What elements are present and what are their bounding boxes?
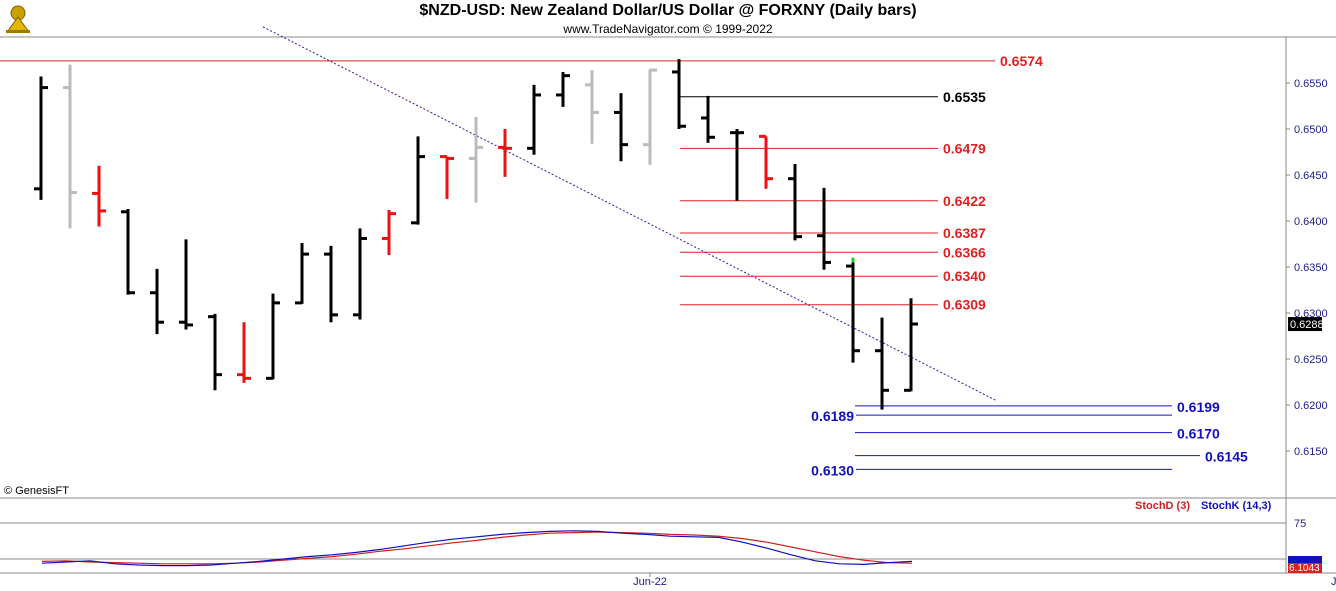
stochd-line <box>41 531 913 565</box>
genesis-logo-icon <box>6 5 30 33</box>
chart-subtitle: www.TradeNavigator.com © 1999-2022 <box>563 22 773 36</box>
chart-title: $NZD-USD: New Zealand Dollar/US Dollar @… <box>419 2 917 19</box>
ohlc-bar <box>643 68 657 165</box>
y-tick-label: 0.6300 <box>1294 308 1328 320</box>
ohlc-bar <box>730 129 744 201</box>
ohlc-bar <box>904 298 918 392</box>
ohlc-bar <box>469 117 483 203</box>
last-price-box <box>1288 317 1322 332</box>
ohlc-bar <box>324 245 338 323</box>
support-label: 0.6170 <box>1177 426 1220 442</box>
ohlc-bar <box>92 165 106 227</box>
ohlc-bar <box>585 70 599 144</box>
ohlc-bar <box>614 93 628 162</box>
ohlc-bar <box>440 155 454 199</box>
y-tick-label: 0.6350 <box>1294 262 1328 274</box>
ohlc-bar <box>875 317 889 410</box>
ohlc-bar <box>411 136 425 225</box>
ohlc-bar <box>121 209 135 295</box>
y-tick-label: 0.6500 <box>1294 124 1328 136</box>
stoch-last-value: 6.1043 <box>1289 563 1320 574</box>
resistance-label: 0.6535 <box>943 89 986 105</box>
resistance-label: 0.6479 <box>943 140 986 156</box>
support-label: 0.6130 <box>811 462 854 478</box>
source-credit: © GenesisFT <box>4 485 69 497</box>
ohlc-bar <box>295 243 309 305</box>
y-tick-label: 0.6200 <box>1294 400 1328 412</box>
support-label: 0.6189 <box>811 408 854 424</box>
last-price-label: 0.6288 <box>1290 319 1324 331</box>
ohlc-bar <box>846 259 860 363</box>
stochk-legend: StochK (14,3) <box>1201 500 1272 512</box>
trend-line <box>262 26 997 401</box>
ohlc-bar <box>759 134 773 189</box>
ohlc-bar <box>237 322 251 383</box>
ohlc-bar <box>266 293 280 380</box>
x-tick-label: Jul-22 <box>1331 576 1336 588</box>
ohlc-bar <box>788 163 802 241</box>
y-tick-label: 0.6450 <box>1294 170 1328 182</box>
ohlc-bar <box>63 64 77 229</box>
ohlc-bar <box>672 59 686 129</box>
ohlc-bar <box>701 95 715 143</box>
resistance-label: 0.6340 <box>943 268 986 284</box>
ohlc-bar <box>34 76 48 200</box>
stoch-value-box-red <box>1288 563 1322 573</box>
y-tick-label: 0.6400 <box>1294 216 1328 228</box>
ohlc-bar <box>150 268 164 335</box>
stoch-level-label: 75 <box>1294 518 1306 530</box>
x-tick-label: Jun-22 <box>633 576 667 588</box>
ohlc-bar <box>353 228 367 320</box>
ohlc-bar <box>498 129 512 177</box>
ohlc-bar <box>817 187 831 270</box>
stochk-line <box>41 530 913 567</box>
support-label: 0.6145 <box>1205 449 1248 465</box>
stochd-legend: StochD (3) <box>1135 500 1190 512</box>
ohlc-bar <box>556 71 570 107</box>
y-tick-label: 0.6550 <box>1294 78 1328 90</box>
y-tick-label: 0.6150 <box>1294 446 1328 458</box>
ohlc-bar <box>382 209 396 256</box>
resistance-label: 0.6366 <box>943 244 986 260</box>
ohlc-bar <box>179 239 193 330</box>
stoch-value-box-blue <box>1288 556 1322 563</box>
resistance-label: 0.6574 <box>1000 53 1043 69</box>
ohlc-bar <box>527 84 541 155</box>
y-tick-label: 0.6250 <box>1294 354 1328 366</box>
ohlc-bar <box>208 313 222 391</box>
support-label: 0.6199 <box>1177 399 1220 415</box>
resistance-label: 0.6422 <box>943 193 986 209</box>
resistance-label: 0.6309 <box>943 297 986 313</box>
resistance-label: 0.6387 <box>943 225 986 241</box>
